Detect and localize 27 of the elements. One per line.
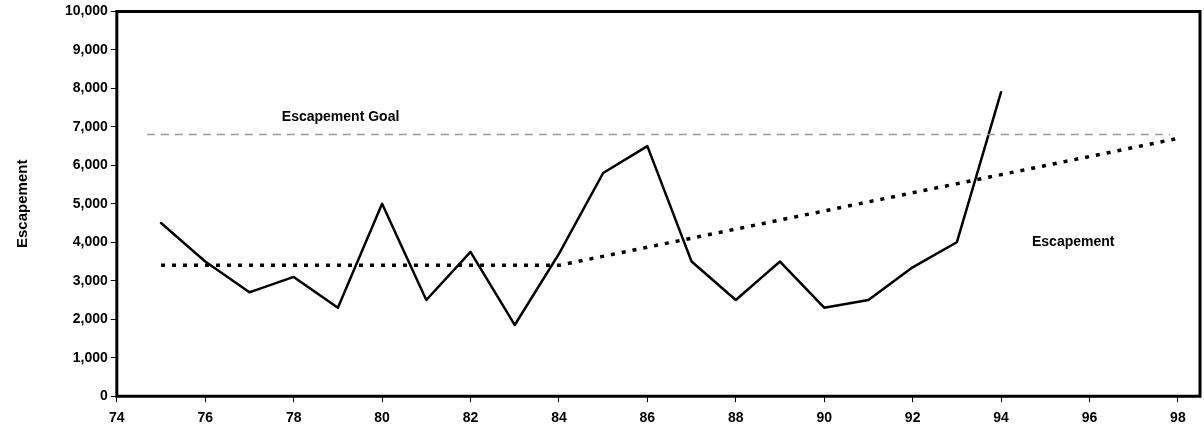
y-tick-label: 2,000 (72, 310, 109, 327)
y-tick-label: 1,000 (72, 348, 109, 365)
x-tick-label: 92 (904, 409, 921, 426)
x-tick-label: 94 (993, 409, 1010, 426)
x-tick-label: 80 (374, 409, 391, 426)
y-tick-label: 8,000 (72, 79, 109, 96)
x-tick-label: 96 (1081, 409, 1098, 426)
y-axis-title: Escapement (13, 159, 31, 248)
y-tick-label: 7,000 (72, 117, 109, 134)
y-tick-label: 0 (100, 387, 109, 404)
y-tick-label: 4,000 (72, 233, 109, 250)
x-tick-label: 90 (816, 409, 833, 426)
x-tick-label: 88 (727, 409, 744, 426)
x-tick-label: 82 (462, 409, 479, 426)
x-tick-label: 84 (551, 409, 567, 426)
ref-line-label: Escapement Goal (281, 108, 400, 125)
y-tick-label: 9,000 (72, 40, 109, 57)
x-tick-label: 76 (197, 409, 214, 426)
y-tick-label: 3,000 (72, 271, 109, 288)
annotation: Escapement (1032, 233, 1115, 250)
y-tick-label: 10,000 (64, 2, 109, 19)
x-tick-label: 86 (639, 409, 656, 426)
x-tick-label: 98 (1170, 409, 1186, 426)
x-tick-label: 74 (109, 409, 125, 426)
y-tick-label: 5,000 (72, 194, 109, 211)
x-tick-label: 78 (285, 409, 302, 426)
y-tick-label: 6,000 (72, 156, 109, 173)
